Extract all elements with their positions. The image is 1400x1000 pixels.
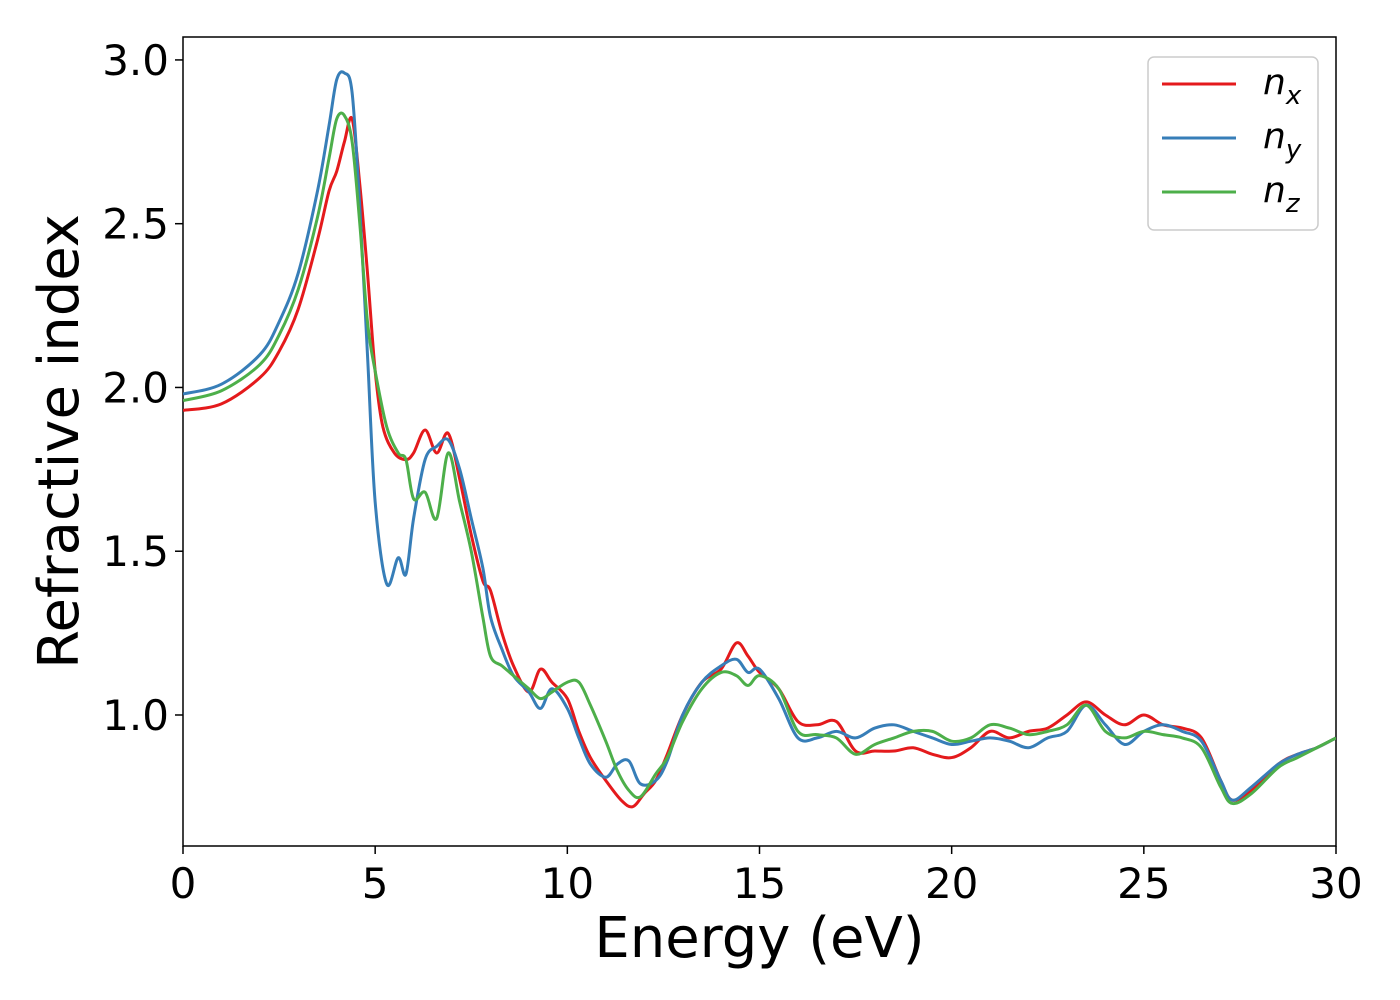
legend-label-base: n	[1263, 62, 1286, 103]
y-tick-label: 1.0	[102, 691, 169, 740]
y-axis-ticks: 1.0 1.5 2.0 2.5 3.0	[102, 36, 183, 740]
x-tick-label: 15	[733, 859, 786, 908]
legend-label-subscript: z	[1285, 189, 1301, 219]
plot-frame	[182, 36, 1337, 847]
legend-box	[1147, 56, 1319, 231]
plot-area: 0 5 10 15 20 25 30 1.0 1.5 2.0 2.5 3.0	[102, 36, 1363, 908]
x-tick-label: 10	[541, 859, 594, 908]
legend-label-subscript: y	[1285, 135, 1302, 165]
legend-item-y: ny	[1162, 116, 1302, 165]
y-tick-label: 2.0	[102, 363, 169, 412]
legend-label: ny	[1263, 116, 1302, 165]
x-tick-label: 20	[925, 859, 978, 908]
legend-item-z: nz	[1162, 170, 1301, 219]
legend-label-base: n	[1263, 116, 1286, 157]
y-tick-label: 1.5	[102, 527, 169, 576]
y-axis-label: Refractive index	[27, 214, 92, 669]
y-tick-label: 2.5	[102, 200, 169, 249]
x-tick-label: 25	[1117, 859, 1170, 908]
x-tick-label: 0	[170, 859, 197, 908]
x-tick-label: 5	[362, 859, 389, 908]
legend-label: nz	[1263, 170, 1301, 219]
x-axis-ticks: 0 5 10 15 20 25 30	[170, 846, 1363, 908]
legend-label-base: n	[1263, 170, 1286, 211]
x-axis-label: Energy (eV)	[594, 906, 924, 971]
legend-label-subscript: x	[1285, 81, 1302, 111]
legend-item-x: nx	[1162, 62, 1302, 111]
x-tick-label: 30	[1309, 859, 1362, 908]
series-layer	[183, 70, 1336, 809]
y-tick-label: 3.0	[102, 36, 169, 85]
legend-label: nx	[1263, 62, 1302, 111]
series-line-z	[183, 111, 1336, 806]
